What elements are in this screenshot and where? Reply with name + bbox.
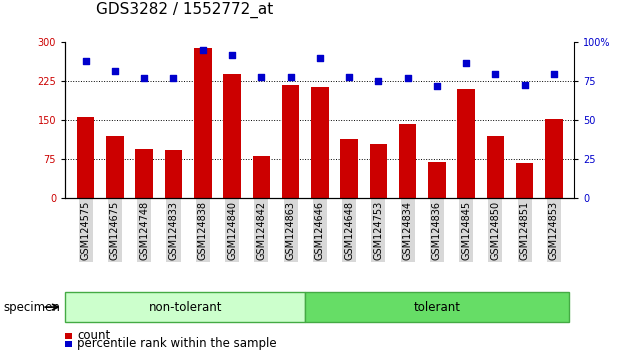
Bar [428,162,446,198]
Text: count: count [77,330,110,342]
Bar [282,85,299,198]
Text: percentile rank within the sample: percentile rank within the sample [77,337,276,350]
Text: GDS3282 / 1552772_at: GDS3282 / 1552772_at [96,1,273,18]
Bar [223,74,241,198]
Bar [77,117,94,198]
Point [402,75,412,81]
Point [373,79,383,84]
Text: tolerant: tolerant [414,301,460,314]
Point [227,52,237,58]
Bar [545,119,563,198]
Point [461,60,471,65]
Text: specimen: specimen [3,301,60,314]
Bar [311,87,329,198]
Bar [165,150,183,198]
Point [344,74,354,80]
Point [432,83,442,89]
Point [520,82,530,87]
Point [168,75,178,81]
Point [491,71,501,76]
Bar [106,136,124,198]
Bar [194,48,212,198]
Bar [487,136,504,198]
Point [549,71,559,76]
Point [81,58,91,64]
Bar [135,149,153,198]
Bar [340,138,358,198]
Point [110,68,120,73]
Text: non-tolerant: non-tolerant [148,301,222,314]
Bar [516,163,533,198]
Bar [457,89,475,198]
Point [315,55,325,61]
Point [139,75,149,81]
Point [197,47,207,53]
Bar [369,144,387,198]
Bar [399,124,417,198]
Point [256,74,266,80]
Bar [253,156,270,198]
Point [286,74,296,80]
